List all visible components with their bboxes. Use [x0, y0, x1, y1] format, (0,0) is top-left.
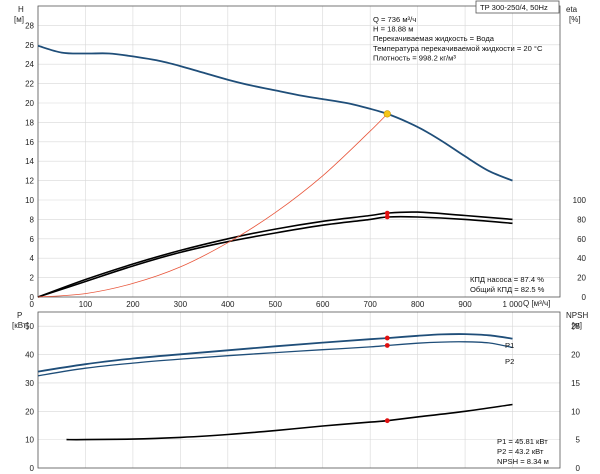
y-tick-label-left: 0 — [30, 464, 35, 473]
curve-pump_efficiency — [37, 211, 513, 298]
y-tick-label-right: 100 — [573, 196, 587, 205]
curve-head — [37, 44, 513, 182]
y-tick-label-right: 80 — [577, 215, 586, 224]
y-tick-label-left: 8 — [30, 215, 35, 224]
curve-NPSH — [66, 403, 513, 441]
npsh-point-marker — [384, 418, 390, 424]
info-head: H = 18.88 м — [373, 25, 413, 34]
curve-P2 — [37, 341, 513, 377]
y-tick-label-right: 60 — [577, 235, 586, 244]
y-tick-label-left: 10 — [25, 196, 34, 205]
y-tick-label-right: 40 — [577, 254, 586, 263]
y-tick-label-left: 6 — [30, 235, 35, 244]
y-tick-label-right: 20 — [571, 351, 580, 360]
info-p2: P2 = 43.2 кВт — [497, 447, 544, 456]
x-tick-label: 0 — [30, 300, 35, 309]
bottom-left-axis-label: P — [17, 311, 22, 320]
y-tick-label-left: 40 — [25, 351, 34, 360]
p2-point-marker — [384, 343, 390, 348]
x-tick-label: 300 — [174, 300, 188, 309]
top-right-axis-label: eta — [566, 5, 578, 14]
y-tick-label-left: 12 — [25, 177, 34, 186]
info-p1: P1 = 45.81 кВт — [497, 437, 548, 446]
curve-P1 — [37, 333, 513, 373]
top-left-axis-unit: [м] — [14, 15, 24, 24]
title-box — [475, 0, 560, 14]
x-tick-label: 400 — [221, 300, 235, 309]
x-tick-label: 700 — [364, 300, 378, 309]
info-temperature: Температура перекачиваемой жидкости = 20… — [373, 44, 543, 53]
y-tick-label-left: 14 — [25, 157, 34, 166]
efficiency-point-marker — [384, 214, 390, 220]
x-axis-label: Q [м³/ч] — [523, 299, 550, 308]
bottom-right-axis-label: NPSH — [566, 311, 588, 320]
bottom-plot-frame — [37, 311, 561, 469]
info-npsh: NPSH = 8.34 м — [497, 457, 549, 466]
y-tick-label-left: 22 — [25, 80, 34, 89]
info-flow: Q = 736 м³/ч — [373, 15, 416, 24]
y-tick-label-left: 10 — [25, 436, 34, 445]
top-series — [37, 44, 513, 298]
curve-system_curve — [37, 113, 388, 298]
y-tick-label-right: 10 — [571, 407, 580, 416]
top-ticks: 0246810121416182022242628020406080100100… — [25, 21, 586, 309]
y-tick-label-left: 16 — [25, 138, 34, 147]
y-tick-label-right: 5 — [576, 436, 581, 445]
curve-total_efficiency — [37, 215, 513, 298]
y-tick-label-left: 4 — [30, 254, 35, 263]
x-tick-label: 800 — [411, 300, 425, 309]
x-tick-label: 500 — [269, 300, 283, 309]
series-label-p2: P2 — [505, 357, 514, 366]
series-label-p1: P1 — [505, 341, 514, 350]
bottom-ticks: 0 10 20 30 40 50 0 5 10 15 20 25 — [25, 322, 580, 473]
info-density: Плотность = 998.2 кг/м³ — [373, 53, 456, 62]
x-tick-label: 600 — [316, 300, 330, 309]
y-tick-label-left: 24 — [25, 60, 34, 69]
y-tick-label-left: 18 — [25, 118, 34, 127]
x-tick-label: 100 — [79, 300, 93, 309]
y-tick-label-right: 0 — [582, 293, 587, 302]
top-plot-frame — [37, 5, 561, 298]
y-tick-label-left: 50 — [25, 322, 34, 331]
bottom-left-axis-unit: [кВт] — [12, 321, 29, 330]
chart-title: TP 300-250/4, 50Hz — [480, 3, 548, 12]
y-tick-label-right: 0 — [576, 464, 581, 473]
info-pump-efficiency: КПД насоса = 87.4 % — [470, 275, 544, 284]
y-tick-label-left: 2 — [30, 274, 35, 283]
y-tick-label-left: 0 — [30, 293, 35, 302]
y-tick-label-left: 20 — [25, 99, 34, 108]
p1-point-marker — [384, 335, 390, 341]
duty-point-marker — [383, 110, 391, 118]
info-liquid: Перекачиваемая жидкость = Вода — [373, 34, 495, 43]
x-tick-label: 1 000 — [503, 300, 524, 309]
info-total-efficiency: Общий КПД = 82.5 % — [470, 285, 545, 294]
bottom-series — [37, 333, 513, 441]
y-tick-label-right: 25 — [571, 322, 580, 331]
top-right-axis-unit: [%] — [569, 15, 581, 24]
y-tick-label-right: 20 — [577, 274, 586, 283]
y-tick-label-left: 20 — [25, 407, 34, 416]
bottom-right-axis-unit: [м] — [572, 321, 582, 330]
x-tick-label: 200 — [126, 300, 140, 309]
duty-markers — [383, 110, 391, 424]
y-tick-label-right: 15 — [571, 379, 580, 388]
top-left-axis-label: H — [18, 5, 24, 14]
y-tick-label-left: 26 — [25, 41, 34, 50]
y-tick-label-left: 30 — [25, 379, 34, 388]
x-tick-label: 900 — [458, 300, 472, 309]
efficiency-point-marker — [384, 210, 390, 216]
y-tick-label-left: 28 — [25, 21, 34, 30]
